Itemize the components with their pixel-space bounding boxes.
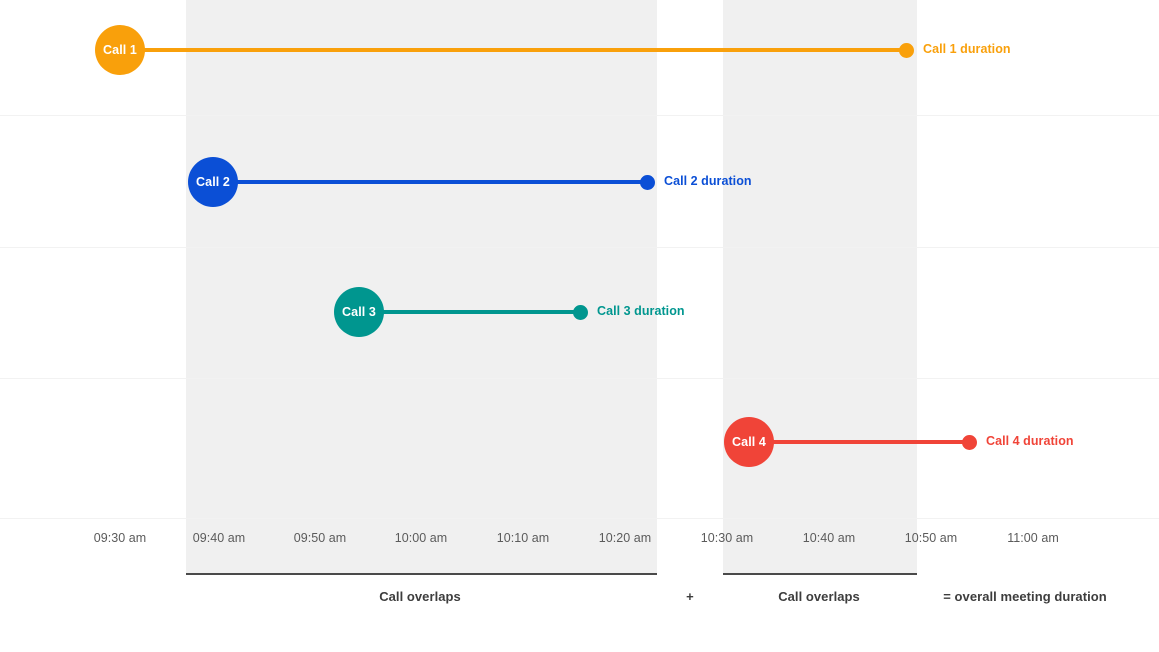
x-tick-label-9: 10:50 am [904,531,958,545]
call-duration-label-3: Call 3 duration [597,304,685,318]
gridline-1 [0,115,1159,116]
x-tick-label-2: 09:40 am [192,531,246,545]
x-tick-label-8: 10:40 am [802,531,856,545]
call-duration-line-2[interactable] [213,180,647,184]
call-end-marker-4[interactable] [961,434,977,450]
x-tick-label-1: 09:30 am [93,531,147,545]
call-duration-line-4[interactable] [749,440,969,444]
call-bubble-2[interactable]: Call 2 [188,157,238,207]
call-duration-label-4: Call 4 duration [986,434,1074,448]
x-tick-label-5: 10:10 am [496,531,550,545]
footnote-label-4: = overall meeting duration [943,589,1107,604]
overlap-bracket-2 [723,573,917,575]
x-tick-label-4: 10:00 am [394,531,448,545]
x-tick-label-7: 10:30 am [700,531,754,545]
x-tick-label-6: 10:20 am [598,531,652,545]
call-bubble-3[interactable]: Call 3 [334,287,384,337]
gridline-2 [0,247,1159,248]
call-end-marker-3[interactable] [572,304,588,320]
x-tick-label-10: 11:00 am [1007,531,1059,545]
call-duration-label-2: Call 2 duration [664,174,752,188]
call-duration-line-1[interactable] [120,48,906,52]
overlap-bracket-1 [186,573,657,575]
overlap-band-1 [186,0,657,573]
call-bubble-4[interactable]: Call 4 [724,417,774,467]
footnote-label-2: + [686,589,694,604]
call-duration-line-3[interactable] [359,310,580,314]
gridline-3 [0,378,1159,379]
footnote-label-3: Call overlaps [778,589,860,604]
footnote-label-1: Call overlaps [379,589,461,604]
call-end-marker-1[interactable] [898,42,914,58]
call-end-marker-2[interactable] [639,174,655,190]
overlap-band-2 [723,0,917,573]
call-duration-label-1: Call 1 duration [923,42,1011,56]
gridline-4 [0,518,1159,519]
call-bubble-1[interactable]: Call 1 [95,25,145,75]
x-tick-label-3: 09:50 am [293,531,347,545]
